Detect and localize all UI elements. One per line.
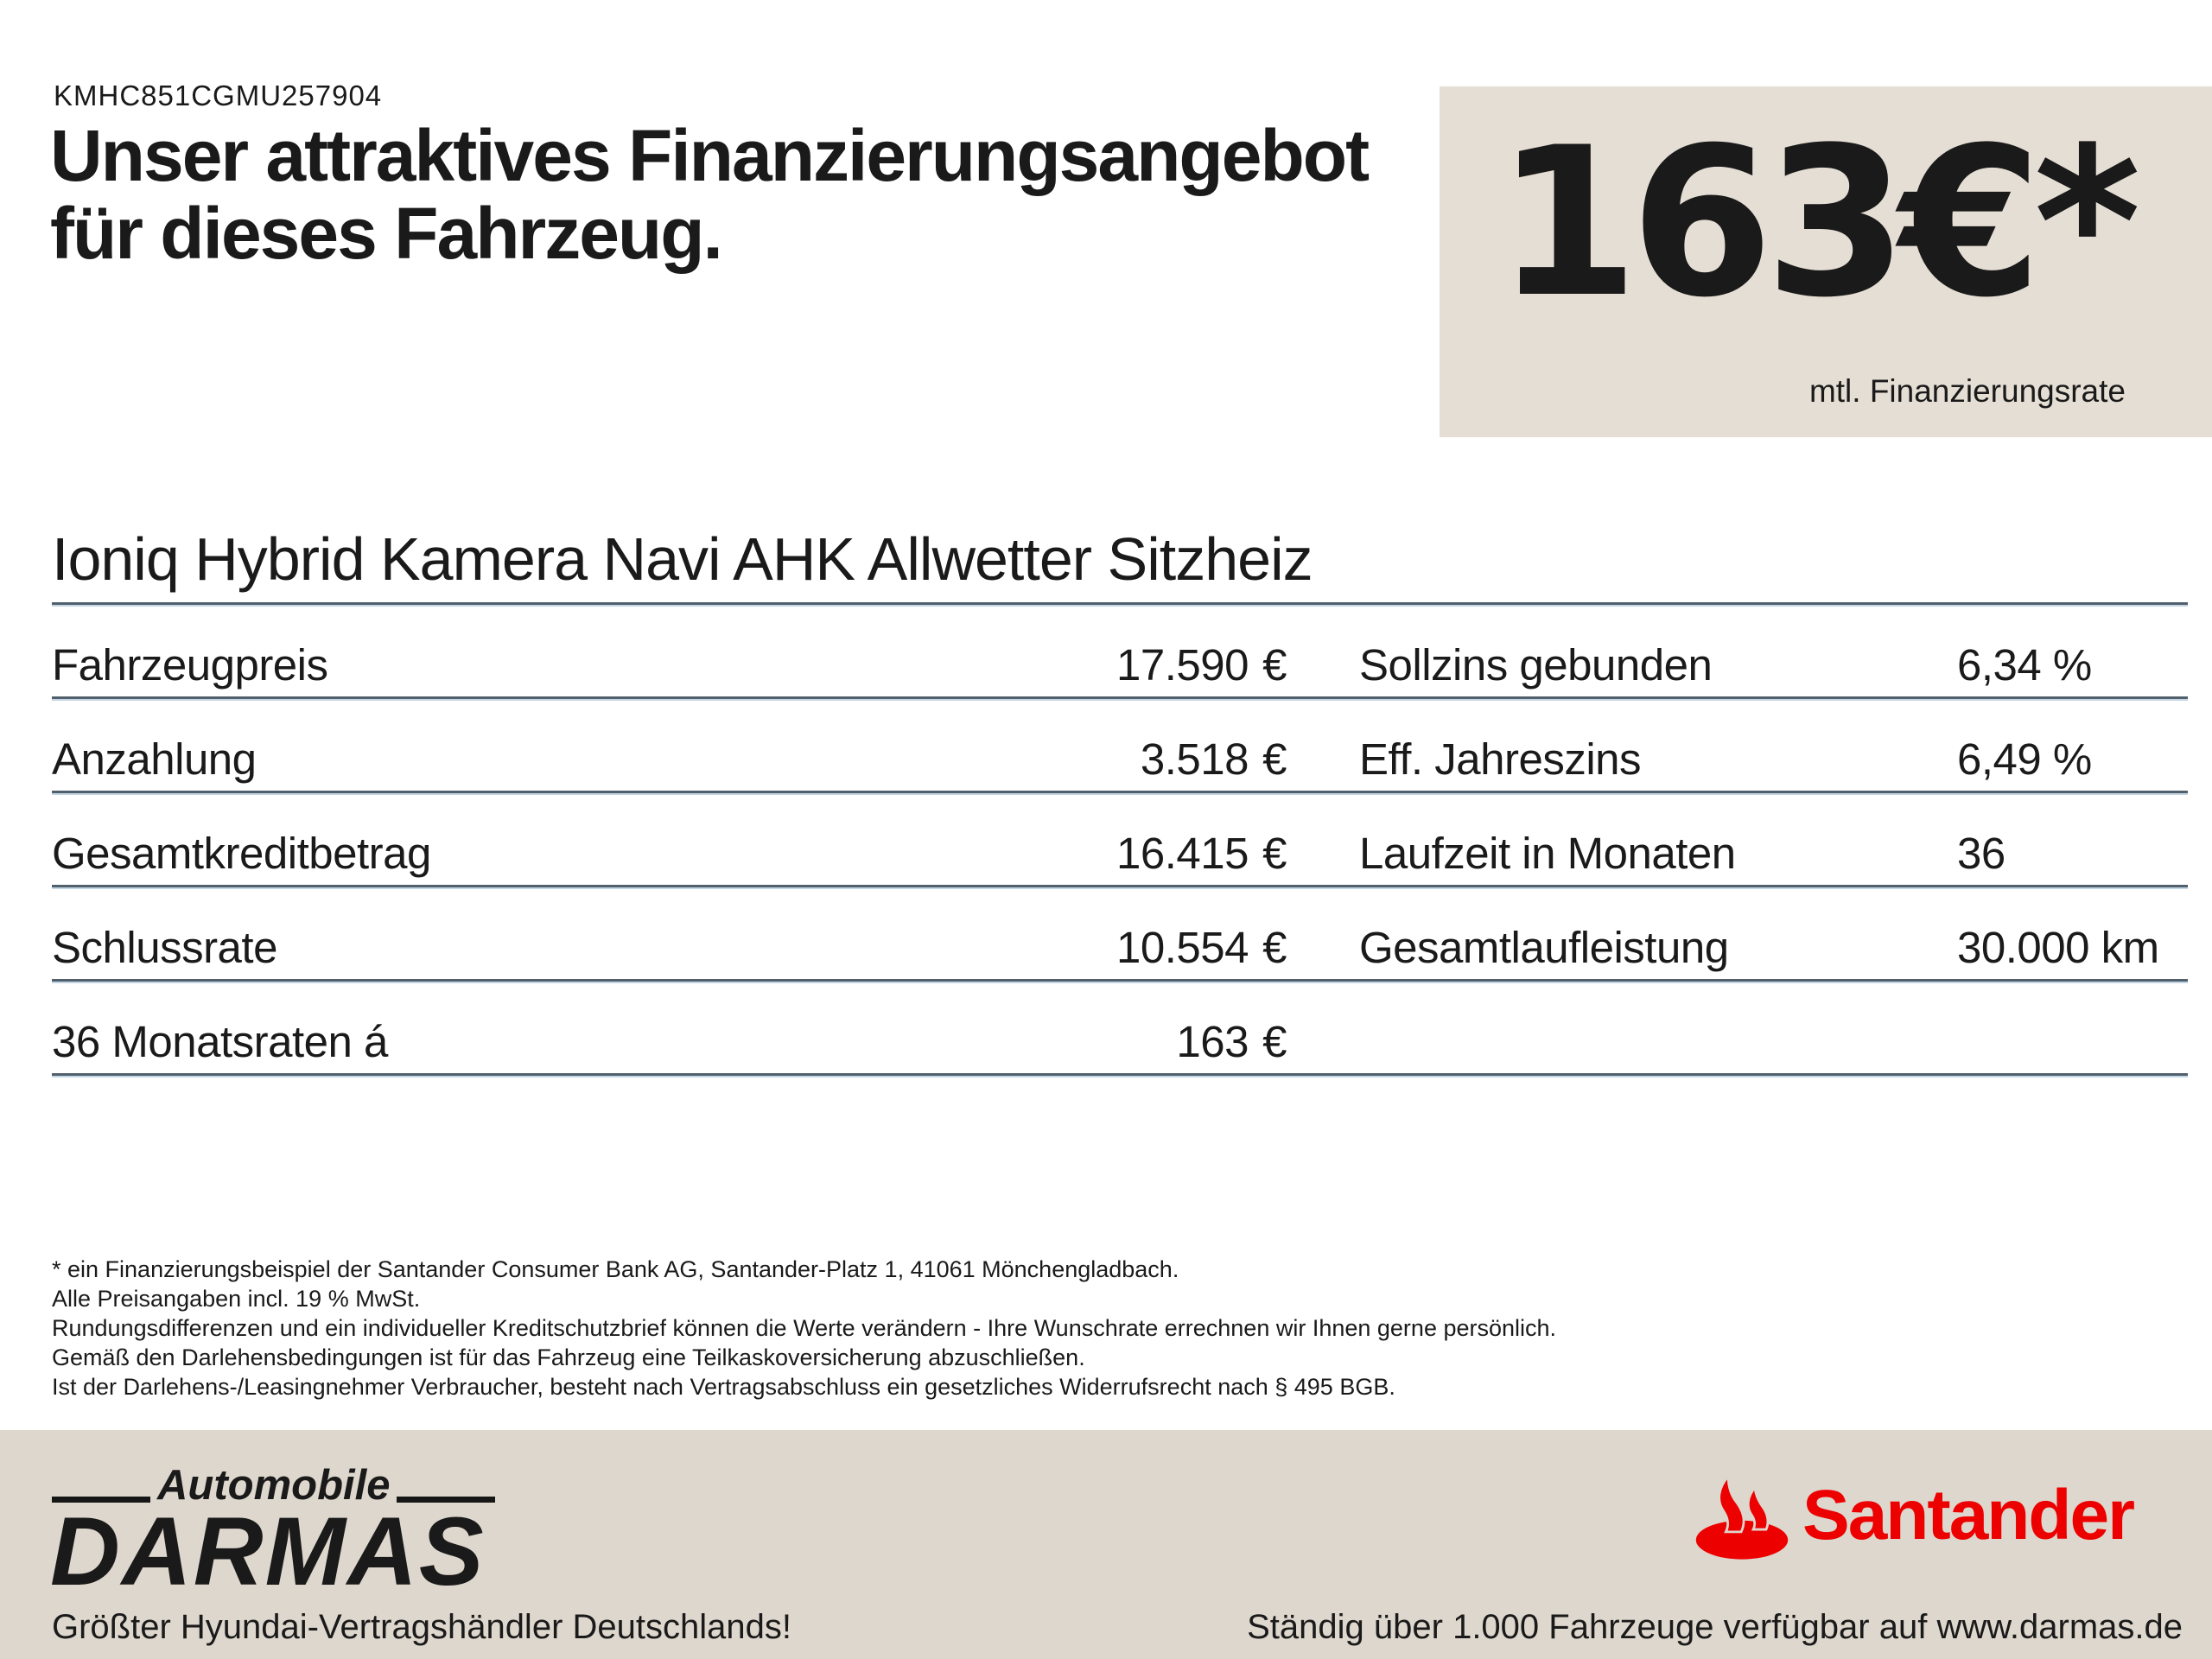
euro-sign: € [1262, 734, 1287, 784]
page-title: Unser attraktives Finanzierungsangebot fü… [50, 115, 1370, 274]
footer: Automobile DARMAS Größter Hyundai-Vertra… [0, 1430, 2212, 1659]
finance-row: Anzahlung 3.518 € Eff. Jahreszins 6,49 % [52, 699, 2188, 793]
vehicle-vin: KMHC851CGMU257904 [54, 79, 383, 111]
logo-line-right [397, 1497, 496, 1503]
santander-wordmark: Santander [1802, 1476, 2135, 1554]
bank-tagline: Ständig über 1.000 Fahrzeuge verfügbar a… [1247, 1608, 2183, 1646]
finance-right-value: 36 [1957, 829, 2005, 878]
finance-row: Fahrzeugpreis 17.590 € Sollzins gebunden… [52, 605, 2188, 699]
finance-row: Gesamtkreditbetrag 16.415 € Laufzeit in … [52, 793, 2188, 887]
finance-left-value: 3.518 [1140, 734, 1249, 784]
footnote-line: Ist der Darlehens-/Leasingnehmer Verbrau… [52, 1374, 1395, 1400]
finance-left-label: 36 Monatsraten á [52, 1017, 388, 1066]
darmas-dealer-logo: Automobile DARMAS [50, 1462, 496, 1605]
finance-left-label: Gesamtkreditbetrag [52, 829, 431, 878]
monthly-rate-label: mtl. Finanzierungsrate [1808, 373, 2126, 409]
santander-logo: Santander [1694, 1475, 2135, 1561]
euro-sign: € [1262, 640, 1287, 690]
headline-line-2: für dieses Fahrzeug. [50, 192, 723, 274]
finance-row: Schlussrate 10.554 € Gesamtlaufleistung … [52, 887, 2188, 982]
footnotes: * ein Finanzierungsbeispiel der Santande… [52, 1255, 1556, 1402]
euro-sign: € [1262, 923, 1287, 972]
finance-left-value: 10.554 [1116, 923, 1249, 972]
dealer-tagline: Größter Hyundai-Vertragshändler Deutschl… [52, 1608, 791, 1646]
footnote-line: Gemäß den Darlehensbedingungen ist für d… [52, 1344, 1085, 1370]
finance-right-label: Eff. Jahreszins [1359, 734, 1642, 784]
finance-left-value: 16.415 [1116, 829, 1249, 878]
automobile-wordmark: Automobile [157, 1462, 391, 1509]
headline-line-1: Unser attraktives Finanzierungsangebot [50, 115, 1370, 196]
finance-right-label: Sollzins gebunden [1359, 640, 1713, 690]
finance-details-section: Ioniq Hybrid Kamera Navi AHK Allwetter S… [52, 529, 2188, 1076]
finance-left-value: 163 [1176, 1017, 1249, 1066]
finance-right-value: 30.000 km [1957, 923, 2159, 972]
finance-left-value: 17.590 [1116, 640, 1249, 690]
finance-left-label: Fahrzeugpreis [52, 640, 328, 690]
monthly-rate-box: 163€* mtl. Finanzierungsrate [1440, 86, 2212, 437]
logo-line-left [52, 1497, 150, 1503]
vehicle-title: Ioniq Hybrid Kamera Navi AHK Allwetter S… [52, 529, 2188, 605]
euro-sign: € [1262, 1017, 1287, 1066]
footnote-line: Rundungsdifferenzen und ein individuelle… [52, 1315, 1557, 1341]
euro-sign: € [1262, 829, 1287, 878]
monthly-rate-value: 163€* [1496, 104, 2141, 343]
finance-left-label: Anzahlung [52, 734, 257, 784]
darmas-wordmark: DARMAS [50, 1497, 486, 1605]
finance-right-label: Gesamtlaufleistung [1359, 923, 1729, 972]
finance-right-value: 6,49 % [1957, 734, 2092, 784]
finance-right-label: Laufzeit in Monaten [1359, 829, 1736, 878]
darmas-logo-top-row: Automobile [52, 1462, 496, 1509]
finance-row: 36 Monatsraten á 163 € [52, 982, 2188, 1076]
finance-left-label: Schlussrate [52, 923, 277, 972]
finance-right-value: 6,34 % [1957, 640, 2092, 690]
footnote-line: * ein Finanzierungsbeispiel der Santande… [52, 1256, 1179, 1282]
santander-flame-icon [1695, 1475, 1789, 1560]
footnote-line: Alle Preisangaben incl. 19 % MwSt. [52, 1286, 421, 1312]
